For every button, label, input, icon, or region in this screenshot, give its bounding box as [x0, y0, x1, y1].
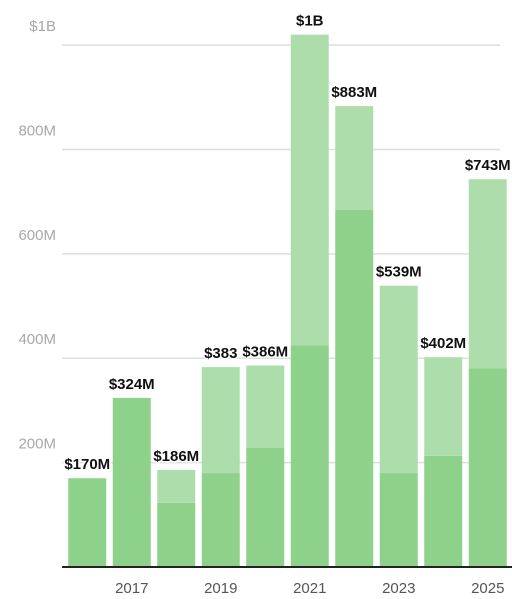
- y-tick-label: 400M: [18, 331, 56, 348]
- bar-segment: [468, 368, 507, 567]
- total-label: $386M: [242, 344, 288, 361]
- bar-segment: [201, 367, 240, 474]
- x-tick-label: 2019: [204, 580, 237, 597]
- y-tick-label: 600M: [18, 227, 56, 244]
- total-label: $170M: [64, 456, 110, 473]
- bar-segment: [335, 106, 374, 211]
- x-tick-label: 2025: [471, 580, 504, 597]
- bar-segment: [424, 357, 463, 456]
- bar-segment: [112, 397, 151, 567]
- total-label: $383: [204, 345, 237, 362]
- bar-segment: [157, 469, 196, 503]
- bar-segment: [379, 473, 418, 567]
- bar-segment: [68, 478, 107, 567]
- total-label: $743M: [465, 157, 511, 174]
- y-tick-label: 200M: [18, 436, 56, 453]
- bar-segment: [424, 455, 463, 567]
- bar-segment: [468, 179, 507, 369]
- bar-segment: [201, 473, 240, 567]
- x-tick-label: 2023: [382, 580, 415, 597]
- bar-segment: [335, 210, 374, 567]
- y-tick-label: $1B: [29, 18, 56, 35]
- bar-segment: [379, 285, 418, 474]
- y-tick-label: 800M: [18, 122, 56, 139]
- bar-segment: [157, 502, 196, 567]
- x-tick-label: 2017: [115, 580, 148, 597]
- bar-segment: [246, 448, 285, 567]
- total-label: $883M: [331, 84, 377, 101]
- bar-segment: [246, 365, 285, 449]
- bar-segment: [290, 34, 329, 346]
- total-label: $324M: [109, 376, 155, 393]
- x-tick-label: 2021: [293, 580, 326, 597]
- total-label: $539M: [376, 264, 422, 281]
- total-label: $402M: [420, 335, 466, 352]
- bar-segment: [290, 345, 329, 567]
- total-label: $1B: [296, 13, 324, 30]
- total-label: $186M: [153, 448, 199, 465]
